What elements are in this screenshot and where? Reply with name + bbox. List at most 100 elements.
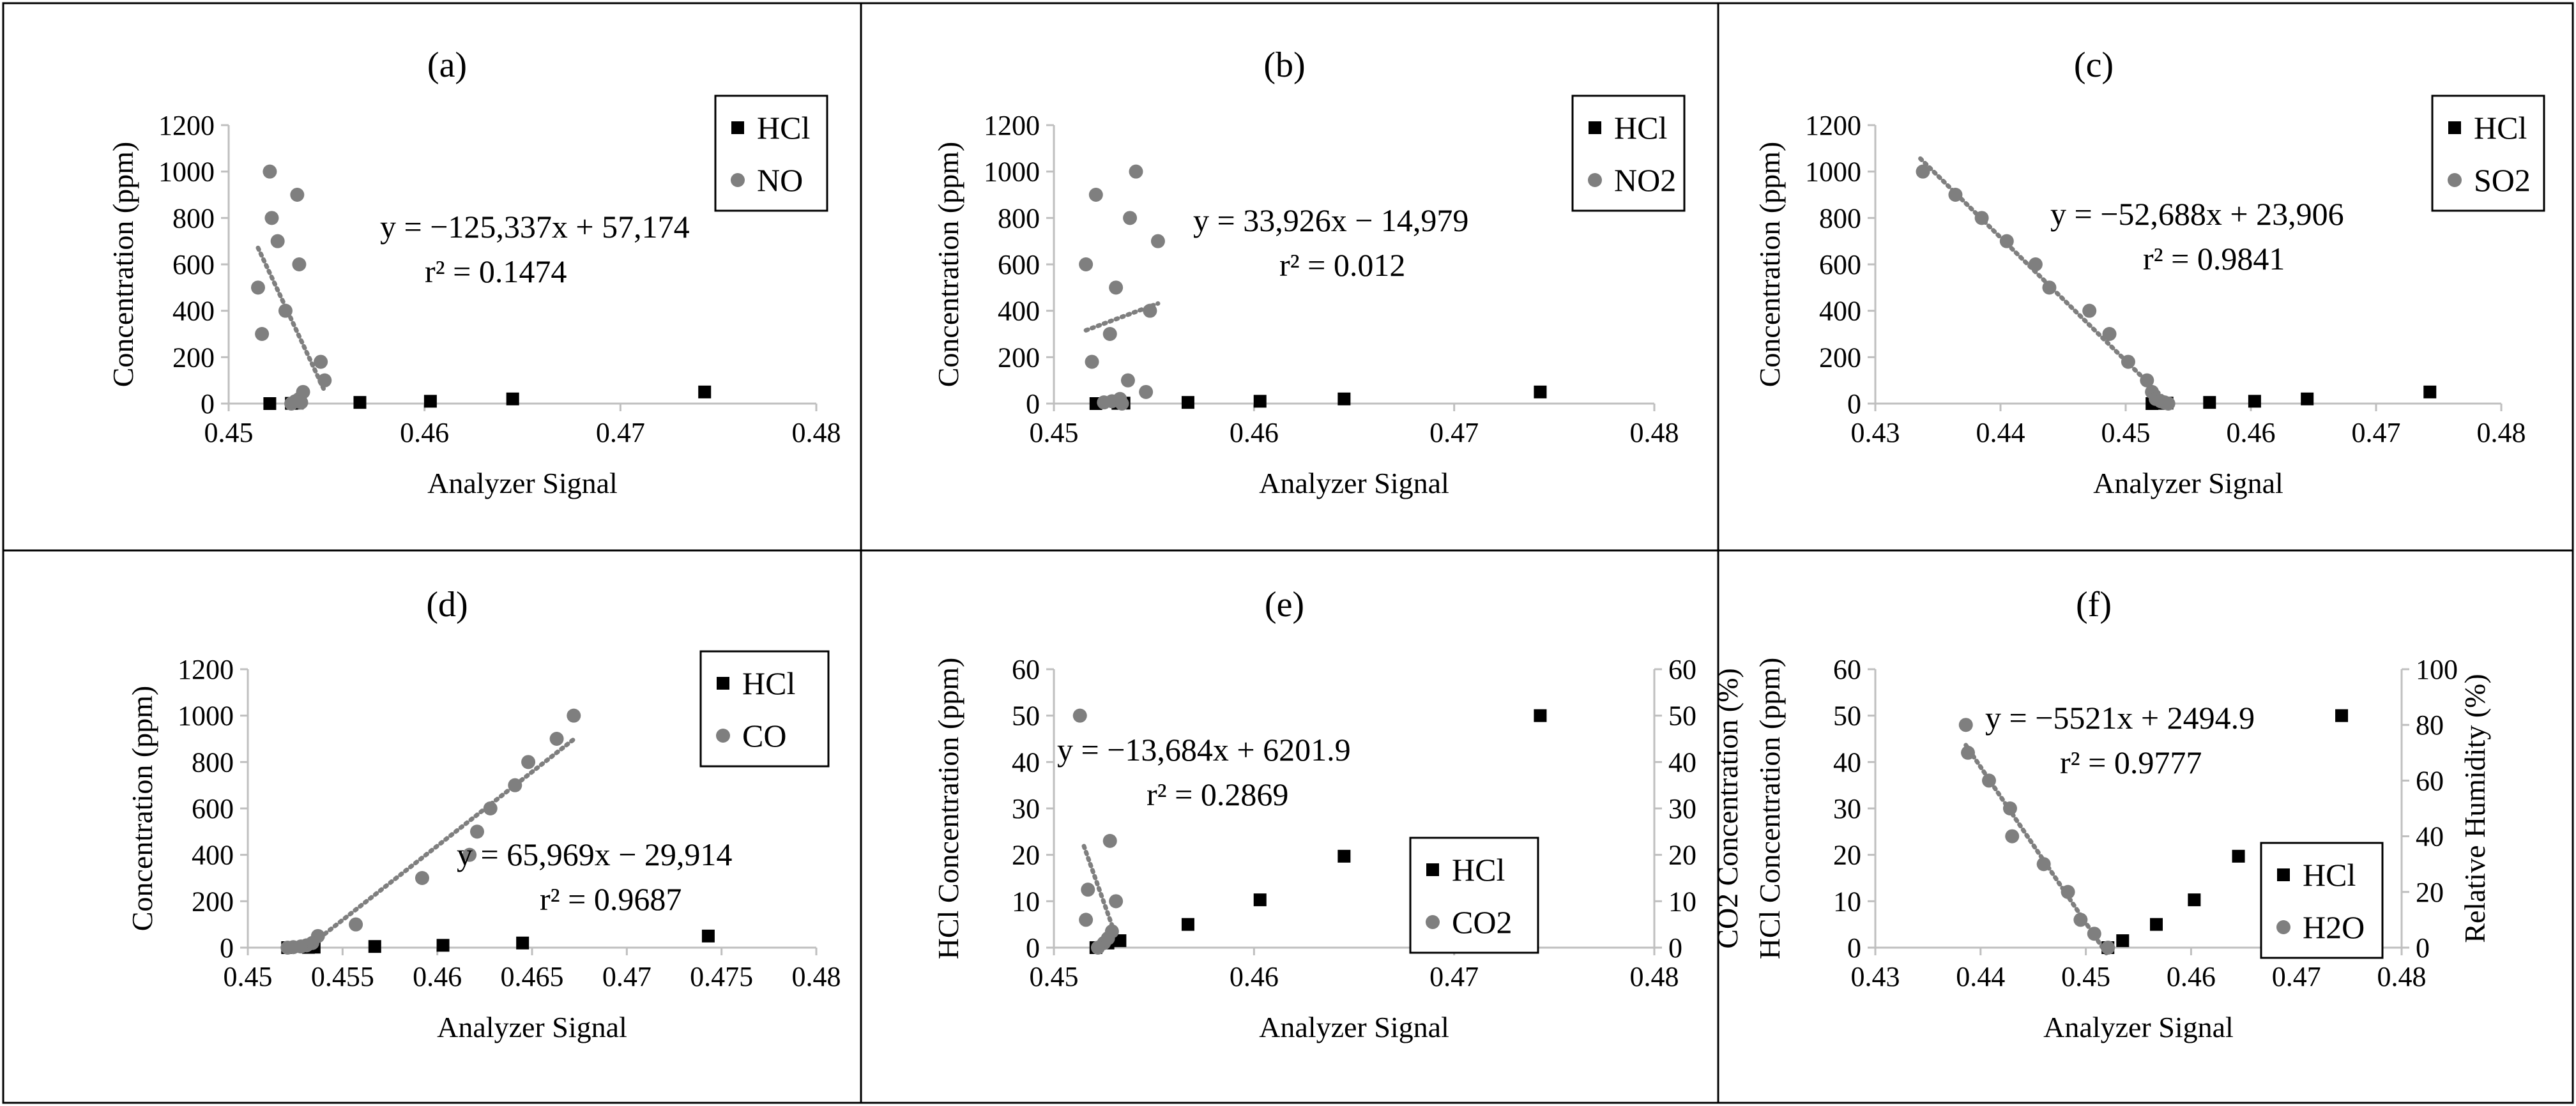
data-point-no2 [1129,164,1143,179]
data-point-co [521,755,536,769]
panel-title: (e) [1265,585,1304,625]
y2-tick-label: 100 [2416,654,2458,685]
legend-label-h2o: H2O [2303,909,2365,945]
y-tick-label: 1000 [158,156,215,188]
panel-title: (d) [426,585,468,625]
x-tick-label: 0.47 [596,417,645,448]
data-point-co2 [1090,941,1105,955]
x-tick-label: 0.46 [2227,417,2276,448]
data-point-h2o [1961,745,1976,760]
data-point-hcl [516,936,530,950]
data-point-hcl [698,385,712,398]
x-tick-label: 0.47 [602,961,652,992]
y-tick-label: 600 [1819,249,1861,280]
x-tick-label: 0.43 [1851,417,1900,448]
data-point-no [263,164,277,179]
legend-label-co: CO [742,718,786,754]
legend-label-so2: SO2 [2474,162,2531,198]
trendline-equation: y = −5521x + 2494.9 [1985,700,2255,736]
y-tick-label: 0 [220,932,234,964]
y-tick-label: 50 [1012,701,1040,732]
trendline [302,737,576,952]
data-point-so2 [2121,354,2135,369]
y-axis-label: Concentration (ppm) [107,142,139,388]
panel-title: (b) [1263,45,1305,85]
legend-marker-hcl [1426,863,1439,876]
data-point-hcl [436,939,450,952]
x-axis-label: Analyzer Signal [2043,1011,2234,1043]
x-tick-label: 0.45 [2101,417,2151,448]
y2-tick-label: 80 [2416,709,2444,741]
x-tick-label: 0.46 [1230,961,1279,992]
data-point-hcl [2335,709,2349,722]
y-tick-label: 20 [1833,840,1861,871]
x-tick-label: 0.47 [1429,417,1479,448]
data-point-so2 [2082,303,2097,318]
chart-panel-6: (f) 0 10 20 30 40 50 60 0.43 0.44 0.45 0.46 0.47 0.48… [1753,585,2491,1043]
y-tick-label: 600 [998,249,1040,280]
y-tick-label: 0 [1026,388,1040,420]
data-point-hcl [1534,385,1547,398]
data-point-h2o [1958,718,1973,732]
legend-marker-no2 [1588,173,1602,187]
y-axis-label: Concentration (ppm) [932,142,964,388]
x-tick-label: 0.46 [413,961,462,992]
data-point-hcl [2150,918,2163,931]
data-point-hcl [506,392,519,405]
data-point-co [483,801,498,815]
legend-marker-hcl [2448,121,2461,134]
y-tick-label: 600 [172,249,215,280]
x-tick-label: 0.44 [1976,417,2025,448]
legend-marker-hcl [731,121,744,134]
x-axis-label: Analyzer Signal [427,467,618,499]
legend-marker-hcl [2277,868,2290,881]
data-point-hcl [2301,392,2314,405]
data-point-hcl [353,396,367,409]
data-point-h2o [2101,941,2115,955]
data-point-co [549,732,564,746]
data-point-so2 [2140,373,2154,388]
data-point-so2 [1948,188,1963,202]
data-point-hcl [1181,918,1194,931]
data-point-no2 [1085,354,1099,369]
data-point-no2 [1123,211,1138,225]
y2-tick-label: 60 [1668,654,1696,685]
data-point-hcl [1338,849,1351,863]
x-tick-label: 0.45 [204,417,254,448]
data-point-no2 [1109,280,1124,295]
data-point-hcl [1253,893,1267,907]
x-tick-label: 0.455 [311,961,374,992]
y-tick-label: 600 [192,793,234,824]
x-tick-label: 0.47 [1429,961,1479,992]
chart-panel-3: (c) 0 200 400 600 800 1000 1200 0.43 0.44 0.45 0.46… [1753,45,2545,499]
x-axis-label: Analyzer Signal [1259,1011,1449,1043]
y2-tick-label: 20 [2416,877,2444,908]
y2-tick-label: 20 [1668,840,1696,871]
data-point-h2o [2087,927,2101,941]
r-squared-label: r² = 0.9687 [540,881,682,917]
y-tick-label: 200 [172,342,215,373]
data-point-co [508,778,522,792]
y-tick-label: 1200 [158,110,215,141]
y-axis-label: HCl Concentration (ppm) [1753,658,1786,960]
data-point-co [280,941,295,955]
y-tick-label: 200 [998,342,1040,373]
legend-marker-co2 [1426,915,1440,929]
x-axis-label: Analyzer Signal [2093,467,2283,499]
legend-marker-hcl [717,677,729,690]
data-point-co2 [1072,708,1087,723]
data-point-h2o [2036,857,2051,872]
legend-marker-so2 [2448,173,2462,187]
legend-label-hcl: HCl [2474,110,2527,146]
legend-label-hcl: HCl [1452,852,1505,888]
y-tick-label: 0 [1847,388,1861,420]
r-squared-label: r² = 0.9777 [2060,745,2202,780]
y-tick-label: 1200 [984,110,1040,141]
data-point-so2 [2161,397,2176,411]
y-tick-label: 50 [1833,701,1861,732]
data-point-no2 [1120,373,1135,388]
y-tick-label: 400 [1819,296,1861,327]
legend-box [1409,837,1539,954]
